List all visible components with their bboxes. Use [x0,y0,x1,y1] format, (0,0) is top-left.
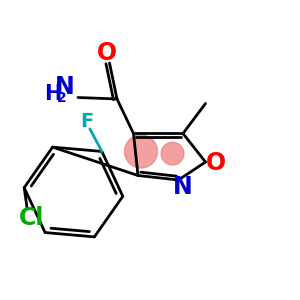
Text: H: H [44,85,61,104]
Circle shape [124,135,158,168]
Text: N: N [173,175,193,199]
Text: O: O [206,152,226,176]
Text: F: F [80,112,94,131]
Text: O: O [96,40,117,64]
Text: 2: 2 [57,91,66,105]
Text: Cl: Cl [19,206,44,230]
Text: N: N [55,75,74,99]
Circle shape [161,142,184,165]
